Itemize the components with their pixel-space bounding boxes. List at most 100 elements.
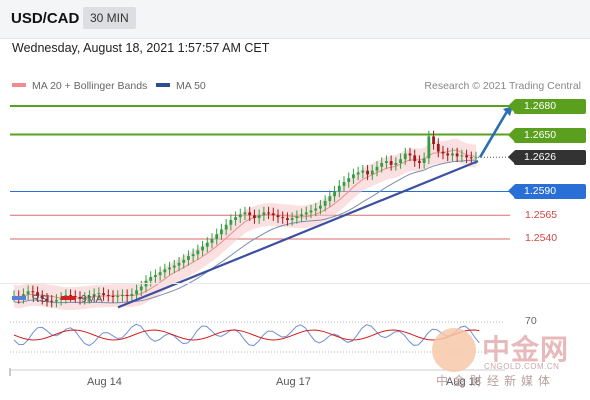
candle-body: [83, 297, 87, 299]
candle-body: [300, 214, 303, 217]
rsi-label: RSI: [32, 293, 50, 305]
candle-body: [347, 178, 351, 182]
candle-body: [314, 208, 318, 211]
candle-body: [229, 220, 233, 225]
candle-body: [427, 136, 431, 159]
ma9-label: 9MA: [81, 293, 103, 305]
candle-body: [215, 234, 219, 239]
candle-body: [451, 153, 454, 156]
level-label-pivot: 1.2590: [508, 184, 586, 199]
candle-body: [55, 299, 58, 302]
candle-body: [422, 158, 426, 163]
candle-body: [389, 161, 393, 165]
candle-body: [399, 159, 402, 163]
panel-divider: [0, 283, 590, 284]
candle-body: [92, 294, 96, 296]
candle-body: [50, 300, 54, 302]
datetime-label: Wednesday, August 18, 2021 1:57:57 AM CE…: [12, 41, 270, 55]
candle-body: [182, 259, 186, 263]
candle-body: [248, 212, 252, 216]
candle-body: [26, 291, 30, 295]
candle-body: [436, 144, 440, 152]
candle-body: [304, 212, 308, 215]
candle-body: [290, 218, 294, 220]
candle-body: [187, 256, 190, 260]
candle-body: [455, 153, 459, 157]
candle-body: [121, 295, 124, 297]
candle-body: [276, 215, 280, 218]
watermark-sub: 中金财经新媒体: [436, 374, 556, 388]
candle-body: [281, 217, 285, 219]
level-label-resistance: 1.2650: [508, 128, 586, 143]
candle-body: [97, 293, 101, 295]
candle-body: [139, 286, 143, 291]
candle-body: [191, 254, 195, 257]
candle-body: [78, 296, 82, 299]
chart-header: USD/CAD 30 MIN: [0, 0, 590, 39]
candle-body: [328, 196, 332, 201]
legend-9ma: 9MA: [61, 293, 103, 305]
candle-body: [385, 161, 388, 163]
candle-body: [253, 215, 256, 219]
level-label-support-1: 1.2565: [525, 209, 558, 221]
candle-body: [111, 296, 115, 297]
projection-arrow: [478, 109, 510, 158]
candle-body: [45, 298, 49, 301]
candle-body: [323, 201, 327, 206]
candle-body: [394, 163, 398, 165]
candle-body: [73, 296, 77, 297]
candle-body: [413, 155, 417, 162]
candle-body: [262, 212, 266, 216]
candle-body: [168, 267, 171, 270]
candle-body: [116, 296, 120, 297]
rsi-9ma-line: [13, 329, 480, 341]
candle-body: [205, 242, 209, 247]
candle-body: [408, 153, 412, 156]
candle-body: [163, 269, 167, 273]
candle-body: [370, 170, 374, 175]
candle-body: [333, 191, 336, 197]
candle-body: [224, 224, 228, 230]
level-label-last: 1.2626: [508, 150, 586, 165]
candle-body: [31, 291, 35, 293]
candle-body: [474, 157, 478, 159]
candle-body: [69, 295, 72, 297]
watermark-url: CNGOLD.COM.CN: [484, 362, 560, 371]
candle-body: [267, 212, 270, 214]
candle-body: [271, 213, 275, 216]
legend-rsi: RSI: [12, 293, 50, 305]
candle-body: [361, 170, 365, 173]
candle-body: [40, 296, 44, 299]
watermark-logo-icon: [432, 328, 476, 372]
candle-body: [102, 293, 105, 296]
x-tick-aug17: Aug 17: [276, 376, 311, 388]
candle-body: [403, 153, 407, 160]
ma20-label: MA 20 + Bollinger Bands: [32, 80, 148, 92]
candle-body: [465, 155, 468, 158]
candle-body: [337, 185, 341, 192]
candle-body: [135, 290, 138, 295]
candle-body: [319, 205, 322, 209]
ma50-swatch: [156, 83, 170, 88]
candle-body: [88, 296, 91, 298]
x-tick-aug14: Aug 14: [87, 376, 122, 388]
rsi-level-70: 70: [525, 315, 537, 327]
candle-body: [418, 161, 421, 163]
timeframe-button[interactable]: 30 MIN: [83, 7, 136, 29]
ma9-swatch: [61, 296, 75, 301]
candle-body: [342, 182, 346, 186]
candle-body: [172, 265, 176, 268]
candle-body: [238, 214, 242, 218]
candle-body: [149, 277, 153, 281]
symbol-label: USD/CAD: [11, 10, 80, 27]
watermark: 中金网 CNGOLD.COM.CN 中金财经新媒体: [432, 328, 582, 388]
candle-body: [201, 246, 204, 251]
candle-body: [243, 212, 247, 215]
legend-ma50: MA 50: [156, 80, 206, 92]
candle-body: [460, 155, 464, 157]
research-credit: Research © 2021 Trading Central: [424, 80, 581, 92]
candle-body: [441, 151, 445, 154]
candle-body: [154, 275, 157, 277]
candle-body: [352, 174, 355, 179]
